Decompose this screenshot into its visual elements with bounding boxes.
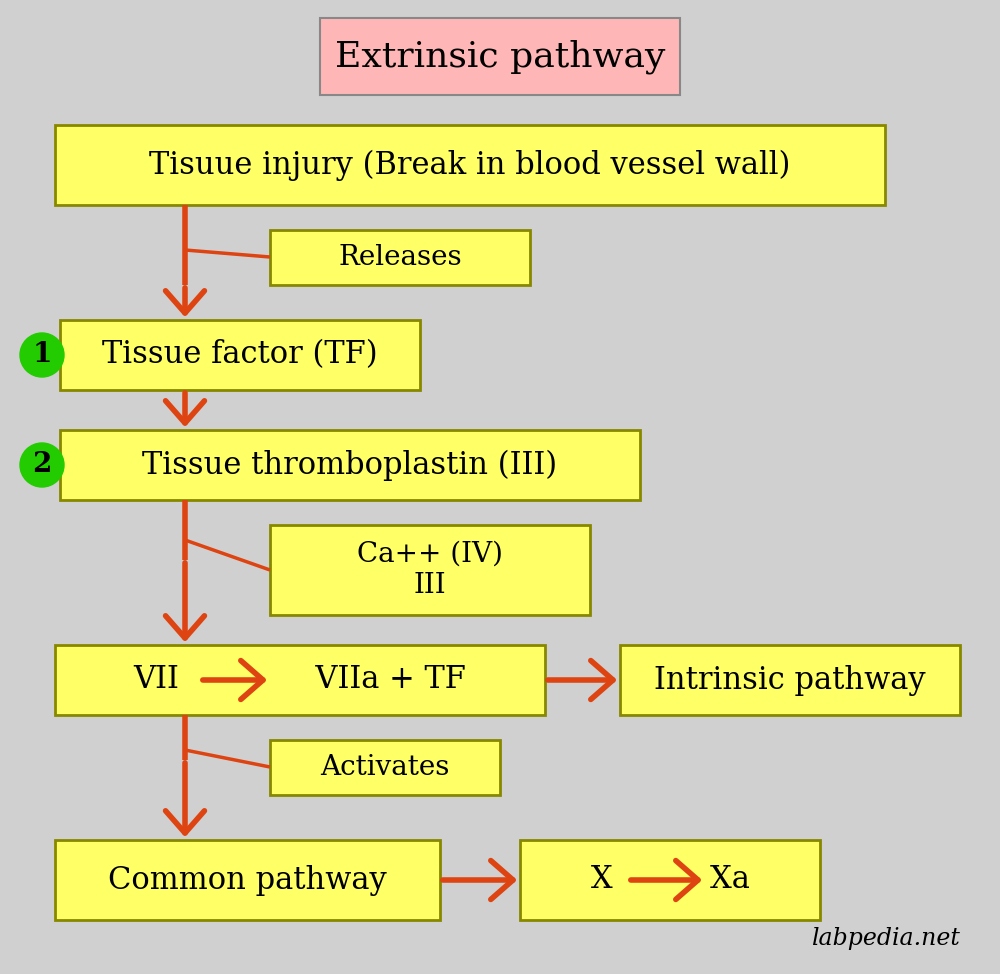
Bar bbox=[60, 320, 420, 390]
Bar bbox=[55, 840, 440, 920]
Text: Common pathway: Common pathway bbox=[108, 865, 387, 895]
Circle shape bbox=[20, 333, 64, 377]
Text: Tissue thromboplastin (III): Tissue thromboplastin (III) bbox=[142, 449, 558, 480]
Bar bbox=[55, 645, 545, 715]
Text: Extrinsic pathway: Extrinsic pathway bbox=[335, 39, 665, 74]
Bar bbox=[55, 125, 885, 205]
Text: Ca++ (IV)
III: Ca++ (IV) III bbox=[357, 541, 503, 599]
Text: Activates: Activates bbox=[320, 754, 450, 781]
Bar bbox=[270, 740, 500, 795]
Text: 1: 1 bbox=[32, 342, 52, 368]
Text: Tisuue injury (Break in blood vessel wall): Tisuue injury (Break in blood vessel wal… bbox=[149, 149, 791, 180]
Text: Releases: Releases bbox=[338, 244, 462, 271]
Text: X          Xa: X Xa bbox=[591, 865, 749, 895]
Bar bbox=[620, 645, 960, 715]
Bar bbox=[270, 230, 530, 285]
Bar bbox=[60, 430, 640, 500]
Text: VII              VIIa + TF: VII VIIa + TF bbox=[134, 664, 466, 695]
Bar bbox=[520, 840, 820, 920]
Bar bbox=[270, 525, 590, 615]
Text: labpedia.net: labpedia.net bbox=[811, 927, 960, 950]
Circle shape bbox=[20, 443, 64, 487]
Text: Tissue factor (TF): Tissue factor (TF) bbox=[102, 340, 378, 370]
Bar bbox=[320, 18, 680, 95]
Text: 2: 2 bbox=[32, 452, 52, 478]
Text: Intrinsic pathway: Intrinsic pathway bbox=[654, 664, 926, 695]
